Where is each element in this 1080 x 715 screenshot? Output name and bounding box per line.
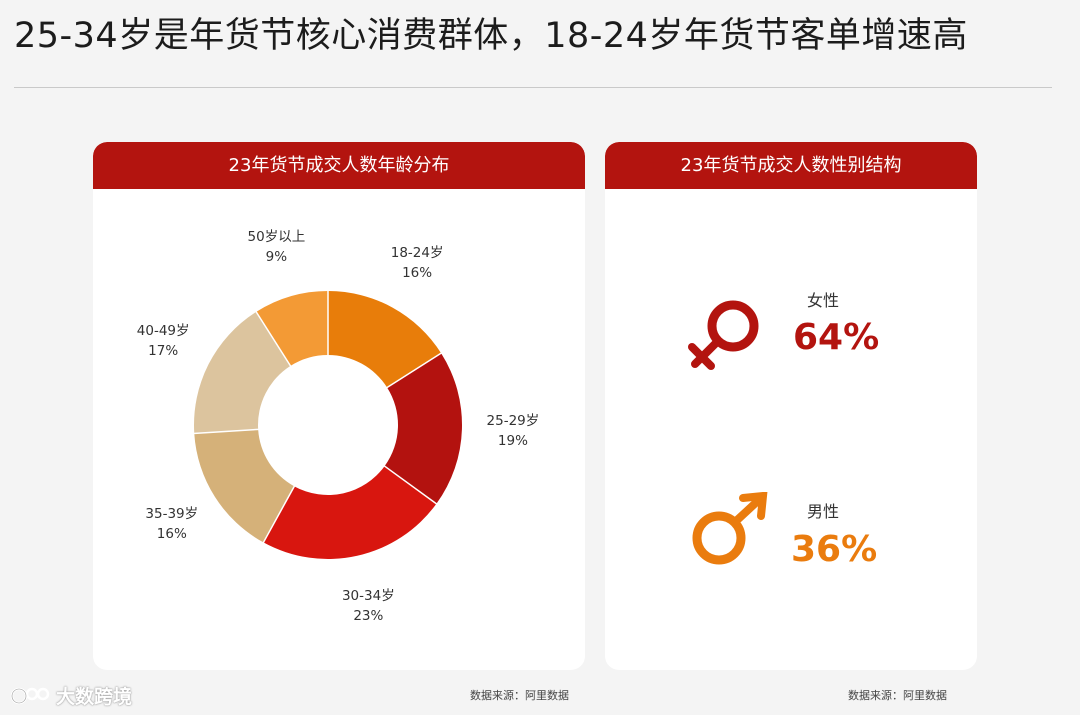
watermark: 大数跨境 <box>10 682 132 709</box>
watermark-text: 大数跨境 <box>56 686 133 708</box>
donut-label-value: 19% <box>497 432 528 449</box>
donut-slice-5 <box>256 291 328 366</box>
left-data-source: 数据来源：阿里数据 <box>470 689 569 702</box>
female-symbol-icon <box>688 300 759 370</box>
donut-separator-4 <box>193 428 260 435</box>
female-label: 女性 <box>807 291 840 310</box>
male-label: 男性 <box>807 502 840 521</box>
donut-slice-4 <box>194 311 291 434</box>
age-panel-header: 23年货节成交人数年龄分布 <box>93 142 585 189</box>
donut-separator-3 <box>262 485 296 544</box>
right-data-source: 数据来源：阿里数据 <box>848 689 947 702</box>
donut-separator-2 <box>383 464 438 505</box>
donut-label-category: 40-49岁 <box>136 323 190 339</box>
donut-label-2: 30-34岁 23% <box>318 586 418 626</box>
donut-slice-2 <box>263 466 437 559</box>
donut-slice-3 <box>194 429 295 543</box>
donut-label-value: 23% <box>353 607 384 624</box>
donut-label-value: 9% <box>265 249 288 266</box>
watermark-logo-icon <box>10 687 50 704</box>
donut-label-0: 18-24岁 16% <box>367 243 467 283</box>
donut-label-5: 50岁以上 9% <box>226 227 326 267</box>
age-donut-chart <box>193 290 462 559</box>
male-percentage: 36% <box>791 529 878 570</box>
gender-structure-panel: 23年货节成交人数性别结构 女性 64% 男性 36% <box>605 142 977 670</box>
male-symbol-icon <box>692 492 768 565</box>
donut-separator-5 <box>255 310 292 368</box>
donut-slice-1 <box>384 353 462 504</box>
page-title: 25-34岁是年货节核心消费群体，18-24岁年货节客单增速高 <box>14 16 968 56</box>
donut-separator-1 <box>385 352 443 389</box>
donut-label-category: 25-29岁 <box>486 412 540 429</box>
donut-label-value: 17% <box>148 343 179 359</box>
donut-label-value: 16% <box>156 526 187 543</box>
title-divider <box>14 87 1052 88</box>
donut-label-category: 18-24岁 <box>390 244 444 261</box>
donut-slice-0 <box>328 291 442 388</box>
age-distribution-panel: 23年货节成交人数年龄分布 18-24岁 16% 25-29岁 19% 30-34岁 23… <box>93 142 585 670</box>
female-percentage: 64% <box>793 317 880 358</box>
donut-label-4: 40-49岁 17% <box>113 321 213 361</box>
donut-label-1: 25-29岁 19% <box>463 411 563 451</box>
donut-label-value: 16% <box>402 264 433 281</box>
donut-label-category: 35-39岁 <box>145 506 199 523</box>
gender-panel-header: 23年货节成交人数性别结构 <box>605 142 977 189</box>
donut-label-category: 50岁以上 <box>247 229 306 246</box>
donut-label-category: 30-34岁 <box>341 587 395 604</box>
donut-label-3: 35-39岁 16% <box>122 504 222 544</box>
